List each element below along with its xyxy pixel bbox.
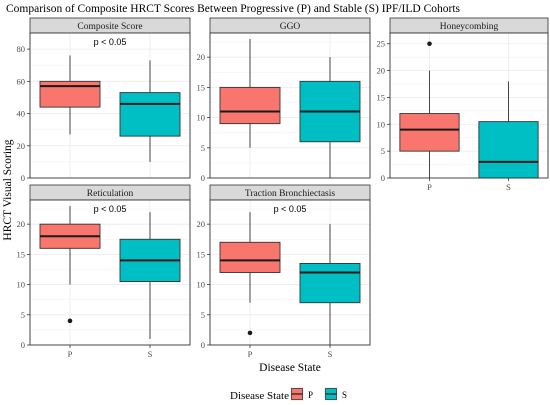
p-value-annotation: p < 0.05 [274, 204, 307, 214]
y-tick-label: 5 [201, 143, 205, 153]
facet-strip-label: Traction Bronchiectasis [245, 189, 335, 199]
y-tick-label: 20 [377, 66, 386, 76]
facet-panels: Composite Score 0 20 40 60 80 p < 0.05 GGO 0 5 10 1… [17, 17, 549, 359]
outlier-point [427, 41, 432, 47]
panel-border [209, 32, 371, 179]
box-iqr [219, 86, 281, 125]
boxplot-p [39, 55, 101, 135]
legend-item-p: P [290, 387, 313, 401]
box-iqr [299, 262, 361, 304]
y-tick-label: 0 [201, 173, 205, 183]
boxplot-s [119, 212, 181, 339]
y-tick-label: 20 [197, 219, 206, 229]
y-tick-label: 5 [201, 310, 205, 320]
box-iqr [119, 92, 181, 137]
facet-strip-label: Reticulation [87, 189, 134, 199]
panel-ggo: GGO 0 5 10 15 20 [197, 17, 371, 183]
x-tick-label: S [506, 182, 511, 192]
y-tick-label: 15 [17, 249, 26, 259]
panel-border [209, 199, 371, 346]
legend-item-s: S [324, 387, 347, 401]
panel-border [389, 32, 549, 179]
p-value-annotation: p < 0.05 [94, 37, 127, 47]
y-tick-label: 15 [197, 249, 206, 259]
legend-label: P [308, 390, 313, 400]
y-tick-label: 10 [197, 280, 206, 290]
panel-traction-bronchiectasis: Traction Bronchiectasis 0 5 10 15 20 P Sp < 0.0… [197, 184, 371, 359]
boxplot-p [219, 39, 281, 148]
boxplot-p [219, 212, 281, 336]
x-tick-label: S [328, 349, 333, 359]
outlier-point [67, 318, 73, 324]
y-tick-label: 0 [21, 173, 25, 183]
y-axis-label: HRCT Visual Scoring [2, 139, 14, 240]
panel-reticulation: Reticulation 0 5 10 15 20 P Sp < 0.05 [17, 184, 191, 359]
y-tick-label: 60 [17, 76, 26, 86]
panel-border [29, 32, 191, 179]
y-tick-label: 10 [17, 280, 26, 290]
x-tick-label: S [148, 349, 153, 359]
figure-title: Comparison of Composite HRCT Scores Betw… [6, 3, 461, 15]
facet-strip-label: GGO [280, 22, 301, 32]
y-tick-label: 10 [197, 113, 206, 123]
x-tick-label: P [427, 182, 432, 192]
panel-composite-score: Composite Score 0 20 40 60 80 p < 0.05 [17, 17, 191, 183]
boxplot-p [399, 41, 460, 178]
facet-strip-label: Composite Score [77, 22, 142, 32]
y-tick-label: 20 [17, 141, 26, 151]
y-tick-label: 20 [197, 52, 206, 62]
legend-label: S [342, 390, 347, 400]
x-tick-label: P [68, 349, 73, 359]
y-tick-label: 15 [377, 92, 386, 102]
y-tick-label: 80 [17, 44, 26, 54]
outlier-point [247, 330, 253, 336]
y-tick-label: 10 [377, 119, 386, 129]
panel-honeycombing: Honeycombing 0 5 10 15 20 25 P S [377, 17, 549, 192]
legend-title: Disease State [230, 390, 289, 402]
x-axis-label: Disease State [259, 362, 321, 374]
box-iqr [478, 121, 539, 179]
x-tick-label: P [248, 349, 253, 359]
facet-strip-label: Honeycombing [440, 22, 499, 32]
y-tick-label: 5 [21, 310, 25, 320]
y-tick-label: 5 [381, 146, 385, 156]
box-iqr [399, 113, 460, 152]
boxplot-s [299, 57, 361, 178]
boxplot-s [119, 60, 181, 162]
y-tick-label: 0 [21, 340, 25, 350]
y-tick-label: 0 [201, 340, 205, 350]
p-value-annotation: p < 0.05 [94, 204, 127, 214]
y-tick-label: 15 [197, 82, 206, 92]
y-tick-label: 0 [381, 173, 385, 183]
y-tick-label: 40 [17, 109, 26, 119]
panel-border [29, 199, 191, 346]
boxplot-s [299, 224, 361, 345]
y-tick-label: 20 [17, 219, 26, 229]
y-tick-label: 25 [377, 39, 386, 49]
boxplot-p [39, 206, 101, 324]
box-iqr [219, 241, 281, 273]
